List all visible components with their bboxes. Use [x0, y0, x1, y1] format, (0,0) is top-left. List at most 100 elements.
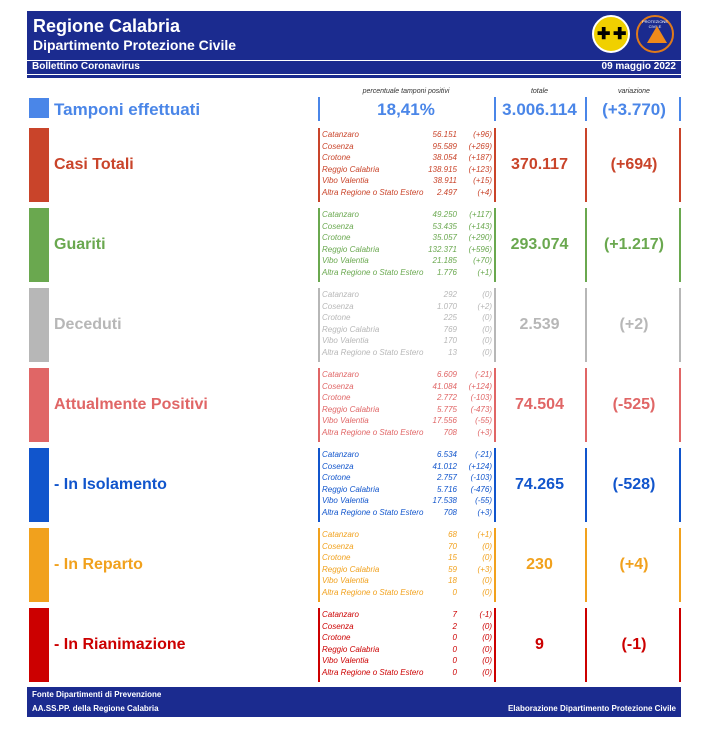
province-list: Catanzaro 68 (+1) Cosenza 70 (0) Crotone 15 (0) R… — [322, 529, 492, 599]
province-delta: (-1) — [479, 610, 492, 619]
province-row: Vibo Valentia 18 (0) — [322, 575, 492, 587]
province-name: Crotone — [322, 153, 351, 163]
province-delta: (-55) — [475, 496, 492, 506]
province-row: Catanzaro 6.609 (-21) — [322, 369, 492, 381]
section-divider — [679, 448, 681, 522]
province-row: Altra Regione o Stato Estero 0 (0) — [322, 587, 492, 599]
region-coat-of-arms-icon: ✚ ✚ — [592, 15, 630, 53]
tamponi-variation: (+3.770) — [602, 100, 666, 119]
province-row: Reggio Calabria 59 (+3) — [322, 564, 492, 576]
section-label: Attualmente Positivi — [54, 396, 208, 413]
province-row: Reggio Calabria 769 (0) — [322, 324, 492, 336]
province-value: 0 — [452, 656, 457, 666]
section-label: - In Isolamento — [54, 476, 167, 493]
header-banner: Regione Calabria Dipartimento Protezione… — [27, 11, 681, 62]
province-name: Crotone — [322, 473, 351, 483]
pct-column-label: percentuale tamponi positivi — [362, 88, 450, 95]
province-name: Cosenza — [322, 621, 354, 631]
section-label: - In Reparto — [54, 556, 143, 573]
province-delta: (+117) — [469, 210, 492, 219]
province-row: Crotone 2.772 (-103) — [322, 392, 492, 404]
province-value: 292 — [443, 290, 457, 299]
province-name: Altra Regione o Stato Estero — [322, 507, 424, 517]
province-delta: (+3) — [477, 427, 492, 437]
province-name: Cosenza — [322, 301, 354, 311]
province-name: Cosenza — [322, 381, 354, 391]
province-value: 5.716 — [436, 484, 457, 494]
province-name: Reggio Calabria — [322, 164, 380, 174]
section-color-bar — [29, 288, 49, 362]
province-name: Crotone — [322, 393, 351, 403]
province-row: Cosenza 53.435 (+143) — [322, 221, 492, 233]
province-delta: (+290) — [468, 233, 492, 243]
province-name: Altra Regione o Stato Estero — [322, 667, 424, 677]
section-in-isolamento: - In Isolamento Catanzaro 6.534 (-21) Cosenz… — [0, 448, 711, 524]
province-value: 7 — [452, 610, 457, 619]
section-divider — [679, 528, 681, 602]
province-value: 2 — [452, 621, 457, 631]
section-divider — [585, 608, 587, 682]
province-value: 170 — [443, 336, 457, 346]
province-value: 5.775 — [436, 404, 457, 414]
province-row: Vibo Valentia 170 (0) — [322, 335, 492, 347]
section-divider — [318, 608, 320, 682]
bulletin-bar: Bollettino Coronavirus 09 maggio 2022 — [27, 60, 681, 74]
province-name: Reggio Calabria — [322, 404, 380, 414]
province-value: 138.915 — [428, 164, 457, 174]
province-name: Catanzaro — [322, 370, 359, 379]
province-delta: (-476) — [470, 484, 492, 494]
total-column-label: totale — [530, 88, 549, 95]
section-total: 370.117 — [511, 156, 568, 173]
province-row: Altra Regione o Stato Estero 708 (+3) — [322, 507, 492, 519]
province-list: Catanzaro 6.534 (-21) Cosenza 41.012 (+124) Cr… — [322, 449, 492, 519]
province-delta: (0) — [482, 587, 492, 597]
province-value: 17.538 — [432, 496, 457, 506]
province-value: 225 — [443, 313, 457, 323]
section-total: 230 — [526, 556, 553, 573]
tamponi-percentage: 18,41% — [377, 100, 435, 119]
section-total: 2.539 — [519, 316, 560, 333]
province-name: Vibo Valentia — [322, 336, 369, 346]
province-row: Crotone 35.057 (+290) — [322, 232, 492, 244]
section-deceduti: Deceduti Catanzaro 292 (0) Cosenza 1.070 (+2) C… — [0, 288, 711, 364]
bulletin-date: 09 maggio 2022 — [601, 61, 676, 72]
section-divider — [679, 128, 681, 202]
province-delta: (0) — [482, 621, 492, 631]
province-row: Cosenza 1.070 (+2) — [322, 301, 492, 313]
province-row: Catanzaro 7 (-1) — [322, 609, 492, 621]
province-value: 2.497 — [436, 187, 457, 197]
province-list: Catanzaro 7 (-1) Cosenza 2 (0) Crotone 0 (0) Regg… — [322, 609, 492, 679]
province-value: 17.556 — [432, 416, 457, 426]
section-variation: (+4) — [619, 556, 649, 573]
footer-source-org: AA.SS.PP. della Regione Calabria — [32, 704, 159, 713]
province-delta: (+124) — [468, 461, 492, 471]
header-divider — [27, 75, 681, 78]
province-row: Cosenza 95.589 (+269) — [322, 141, 492, 153]
province-value: 0 — [452, 587, 457, 597]
province-value: 68 — [448, 530, 457, 539]
province-value: 2.772 — [436, 393, 457, 403]
province-row: Reggio Calabria 138.915 (+123) — [322, 164, 492, 176]
section-divider — [679, 368, 681, 442]
section-divider — [585, 128, 587, 202]
province-delta: (+1) — [477, 267, 492, 277]
tamponi-color-bar — [29, 98, 49, 118]
province-delta: (+596) — [468, 244, 492, 254]
province-row: Reggio Calabria 0 (0) — [322, 644, 492, 656]
province-row: Reggio Calabria 5.775 (-473) — [322, 404, 492, 416]
section-divider — [679, 608, 681, 682]
province-list: Catanzaro 49.250 (+117) Cosenza 53.435 (+143)… — [322, 209, 492, 279]
province-name: Cosenza — [322, 141, 354, 151]
province-delta: (-473) — [470, 404, 492, 414]
province-list: Catanzaro 56.151 (+96) Cosenza 95.589 (+269) C… — [322, 129, 492, 199]
tamponi-label: Tamponi effettuati — [54, 100, 201, 119]
province-name: Crotone — [322, 233, 351, 243]
province-value: 0 — [452, 633, 457, 643]
province-delta: (0) — [482, 656, 492, 666]
section-divider — [585, 368, 587, 442]
department-subtitle: Dipartimento Protezione Civile — [33, 37, 237, 53]
tamponi-divider — [679, 97, 681, 121]
province-delta: (+269) — [468, 141, 492, 151]
province-name: Catanzaro — [322, 610, 359, 619]
province-row: Altra Regione o Stato Estero 2.497 (+4) — [322, 187, 492, 199]
